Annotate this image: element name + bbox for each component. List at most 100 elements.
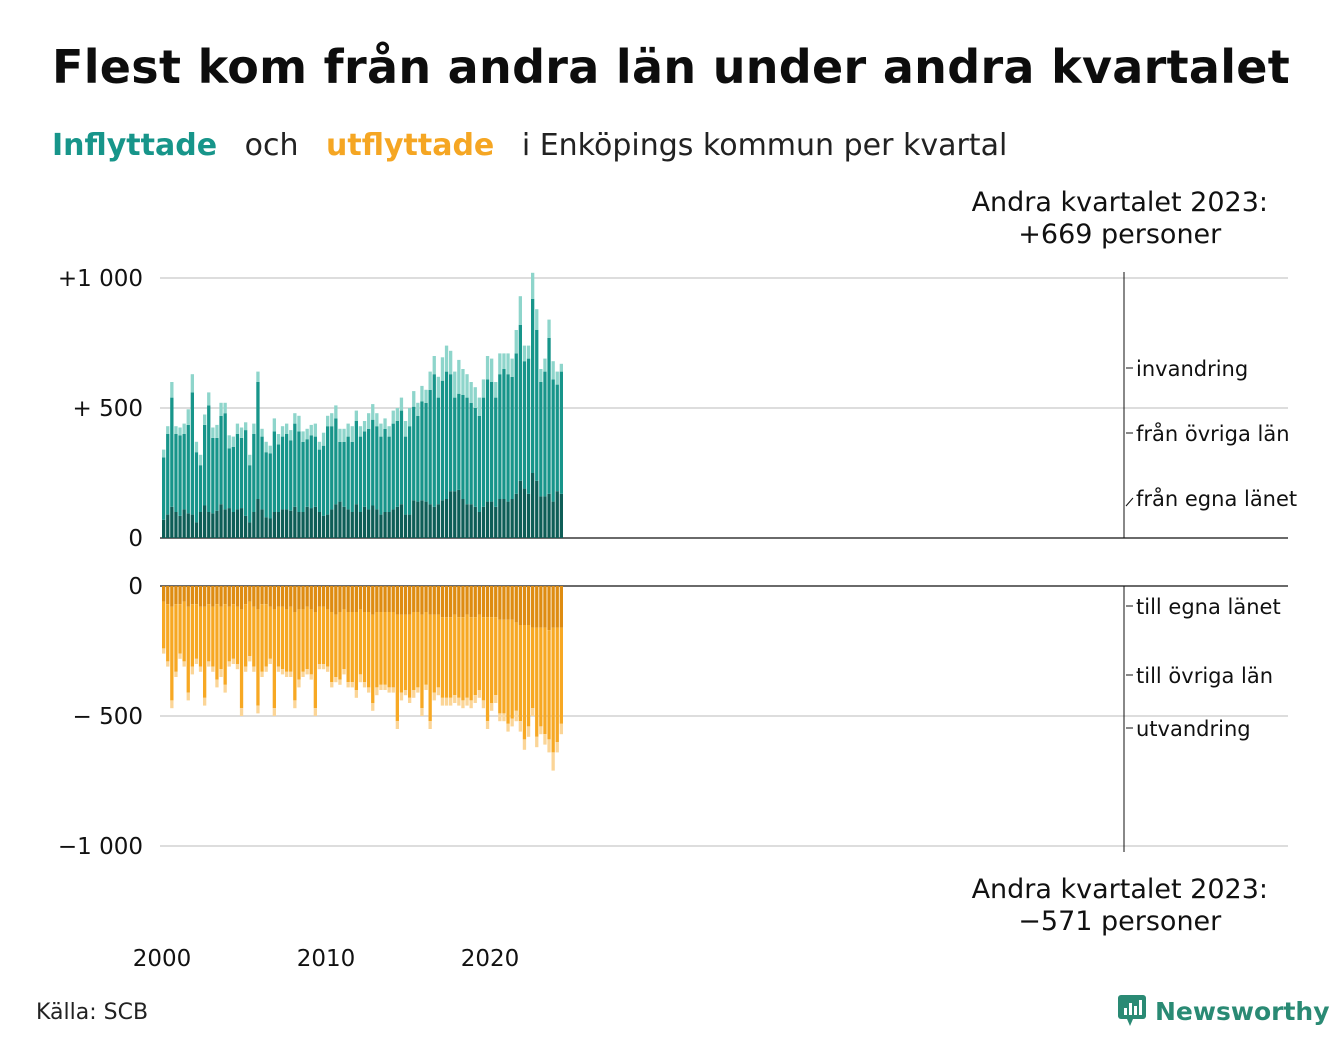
bar-out-1-15 xyxy=(223,604,227,685)
bar-out-0-21 xyxy=(248,586,252,602)
bar-out-2-1 xyxy=(166,661,170,667)
bar-in-2-3 xyxy=(174,426,178,434)
bar-in-2-79 xyxy=(485,356,490,380)
bar-in-2-9 xyxy=(198,454,203,466)
bar-in-1-90 xyxy=(531,298,535,473)
bar-out-2-88 xyxy=(522,739,527,750)
bar-out-2-95 xyxy=(551,752,555,771)
bar-out-1-85 xyxy=(510,619,514,719)
bar-in-2-46 xyxy=(350,426,354,442)
bar-in-1-85 xyxy=(510,376,514,499)
series-label-out-0: till egna länet xyxy=(1136,595,1281,619)
bar-in-2-31 xyxy=(289,430,293,441)
bar-in-1-19 xyxy=(239,437,244,509)
bar-in-1-14 xyxy=(219,415,223,505)
bar-in-0-42 xyxy=(334,504,338,538)
bar-out-2-3 xyxy=(174,671,178,677)
bar-in-2-12 xyxy=(211,427,215,438)
bar-in-0-97 xyxy=(559,493,563,538)
bar-in-1-91 xyxy=(535,330,539,481)
source-label: Källa: SCB xyxy=(36,1000,149,1025)
bar-out-1-77 xyxy=(477,614,481,690)
bar-out-2-37 xyxy=(313,708,317,716)
bar-out-0-3 xyxy=(174,586,178,605)
bar-out-0-60 xyxy=(408,586,412,615)
bar-out-1-16 xyxy=(227,606,231,662)
bar-in-0-48 xyxy=(358,512,363,538)
bar-in-0-80 xyxy=(490,501,494,538)
bar-out-2-46 xyxy=(350,682,354,688)
bar-in-0-18 xyxy=(235,509,240,538)
bar-out-0-57 xyxy=(395,586,399,615)
bar-in-0-85 xyxy=(510,499,514,538)
bar-out-2-78 xyxy=(481,700,486,709)
bar-out-2-77 xyxy=(477,690,481,698)
bar-out-2-68 xyxy=(440,697,445,706)
bar-in-0-13 xyxy=(215,510,219,538)
bar-in-2-90 xyxy=(531,272,535,299)
bar-out-0-68 xyxy=(440,586,445,618)
bar-in-2-6 xyxy=(186,409,190,425)
bar-in-0-14 xyxy=(219,504,223,538)
bar-in-0-63 xyxy=(420,500,424,538)
chart-subtitle: Inflyttade och utflyttade i Enköpings ko… xyxy=(52,128,1025,163)
bar-out-1-30 xyxy=(285,609,289,672)
bar-in-0-61 xyxy=(412,500,416,538)
bar-out-1-36 xyxy=(309,609,313,675)
bar-out-2-72 xyxy=(457,697,461,706)
bar-out-0-37 xyxy=(313,586,317,612)
bar-out-1-91 xyxy=(535,627,539,737)
bar-in-0-50 xyxy=(367,509,371,538)
bar-out-0-30 xyxy=(285,586,289,610)
series-label-out-2: utvandring xyxy=(1136,717,1251,741)
bar-in-2-67 xyxy=(436,376,440,398)
bar-in-0-7 xyxy=(190,514,194,538)
bar-out-0-92 xyxy=(539,586,543,628)
bar-in-2-57 xyxy=(395,408,399,421)
bar-in-2-74 xyxy=(465,374,469,398)
bar-out-0-75 xyxy=(469,586,473,618)
bar-out-0-64 xyxy=(424,586,428,612)
bar-in-2-76 xyxy=(473,387,477,408)
bar-out-0-45 xyxy=(346,586,350,612)
bar-out-2-85 xyxy=(510,718,514,727)
bar-out-0-14 xyxy=(219,586,223,607)
bar-out-1-82 xyxy=(498,619,502,714)
bar-out-1-23 xyxy=(256,609,260,706)
bar-in-2-71 xyxy=(453,371,457,398)
bar-in-1-18 xyxy=(235,434,240,510)
bar-out-1-83 xyxy=(502,619,506,714)
bar-out-2-81 xyxy=(494,695,498,703)
bar-out-2-90 xyxy=(531,708,535,716)
bar-out-2-15 xyxy=(223,684,227,693)
bar-in-2-50 xyxy=(367,413,371,429)
bar-in-1-69 xyxy=(444,371,449,499)
bar-out-1-55 xyxy=(387,612,391,688)
bar-in-1-36 xyxy=(309,435,313,509)
bar-out-2-80 xyxy=(490,703,494,711)
bar-in-2-24 xyxy=(260,428,264,437)
bar-in-0-68 xyxy=(440,500,445,538)
bar-in-0-27 xyxy=(272,512,276,538)
bar-out-1-93 xyxy=(543,627,547,735)
bar-out-0-23 xyxy=(256,586,260,610)
bar-out-1-96 xyxy=(555,627,559,742)
bar-out-2-86 xyxy=(514,710,518,722)
bar-out-2-21 xyxy=(248,656,252,662)
bar-in-2-93 xyxy=(543,358,547,372)
bar-in-2-95 xyxy=(551,361,555,380)
bar-in-1-48 xyxy=(358,436,363,512)
bar-out-0-93 xyxy=(543,586,547,628)
bar-out-0-94 xyxy=(547,586,551,631)
bar-in-2-47 xyxy=(354,410,358,421)
bar-out-1-13 xyxy=(215,604,219,680)
bar-out-1-84 xyxy=(506,619,510,724)
bar-out-1-81 xyxy=(494,617,498,696)
bar-out-2-92 xyxy=(539,726,543,735)
bar-in-2-89 xyxy=(526,345,531,359)
bar-out-0-91 xyxy=(535,586,539,628)
bar-in-1-21 xyxy=(248,465,252,523)
bar-out-0-56 xyxy=(391,586,395,612)
bar-in-0-34 xyxy=(301,512,305,538)
bar-in-2-18 xyxy=(235,423,240,434)
